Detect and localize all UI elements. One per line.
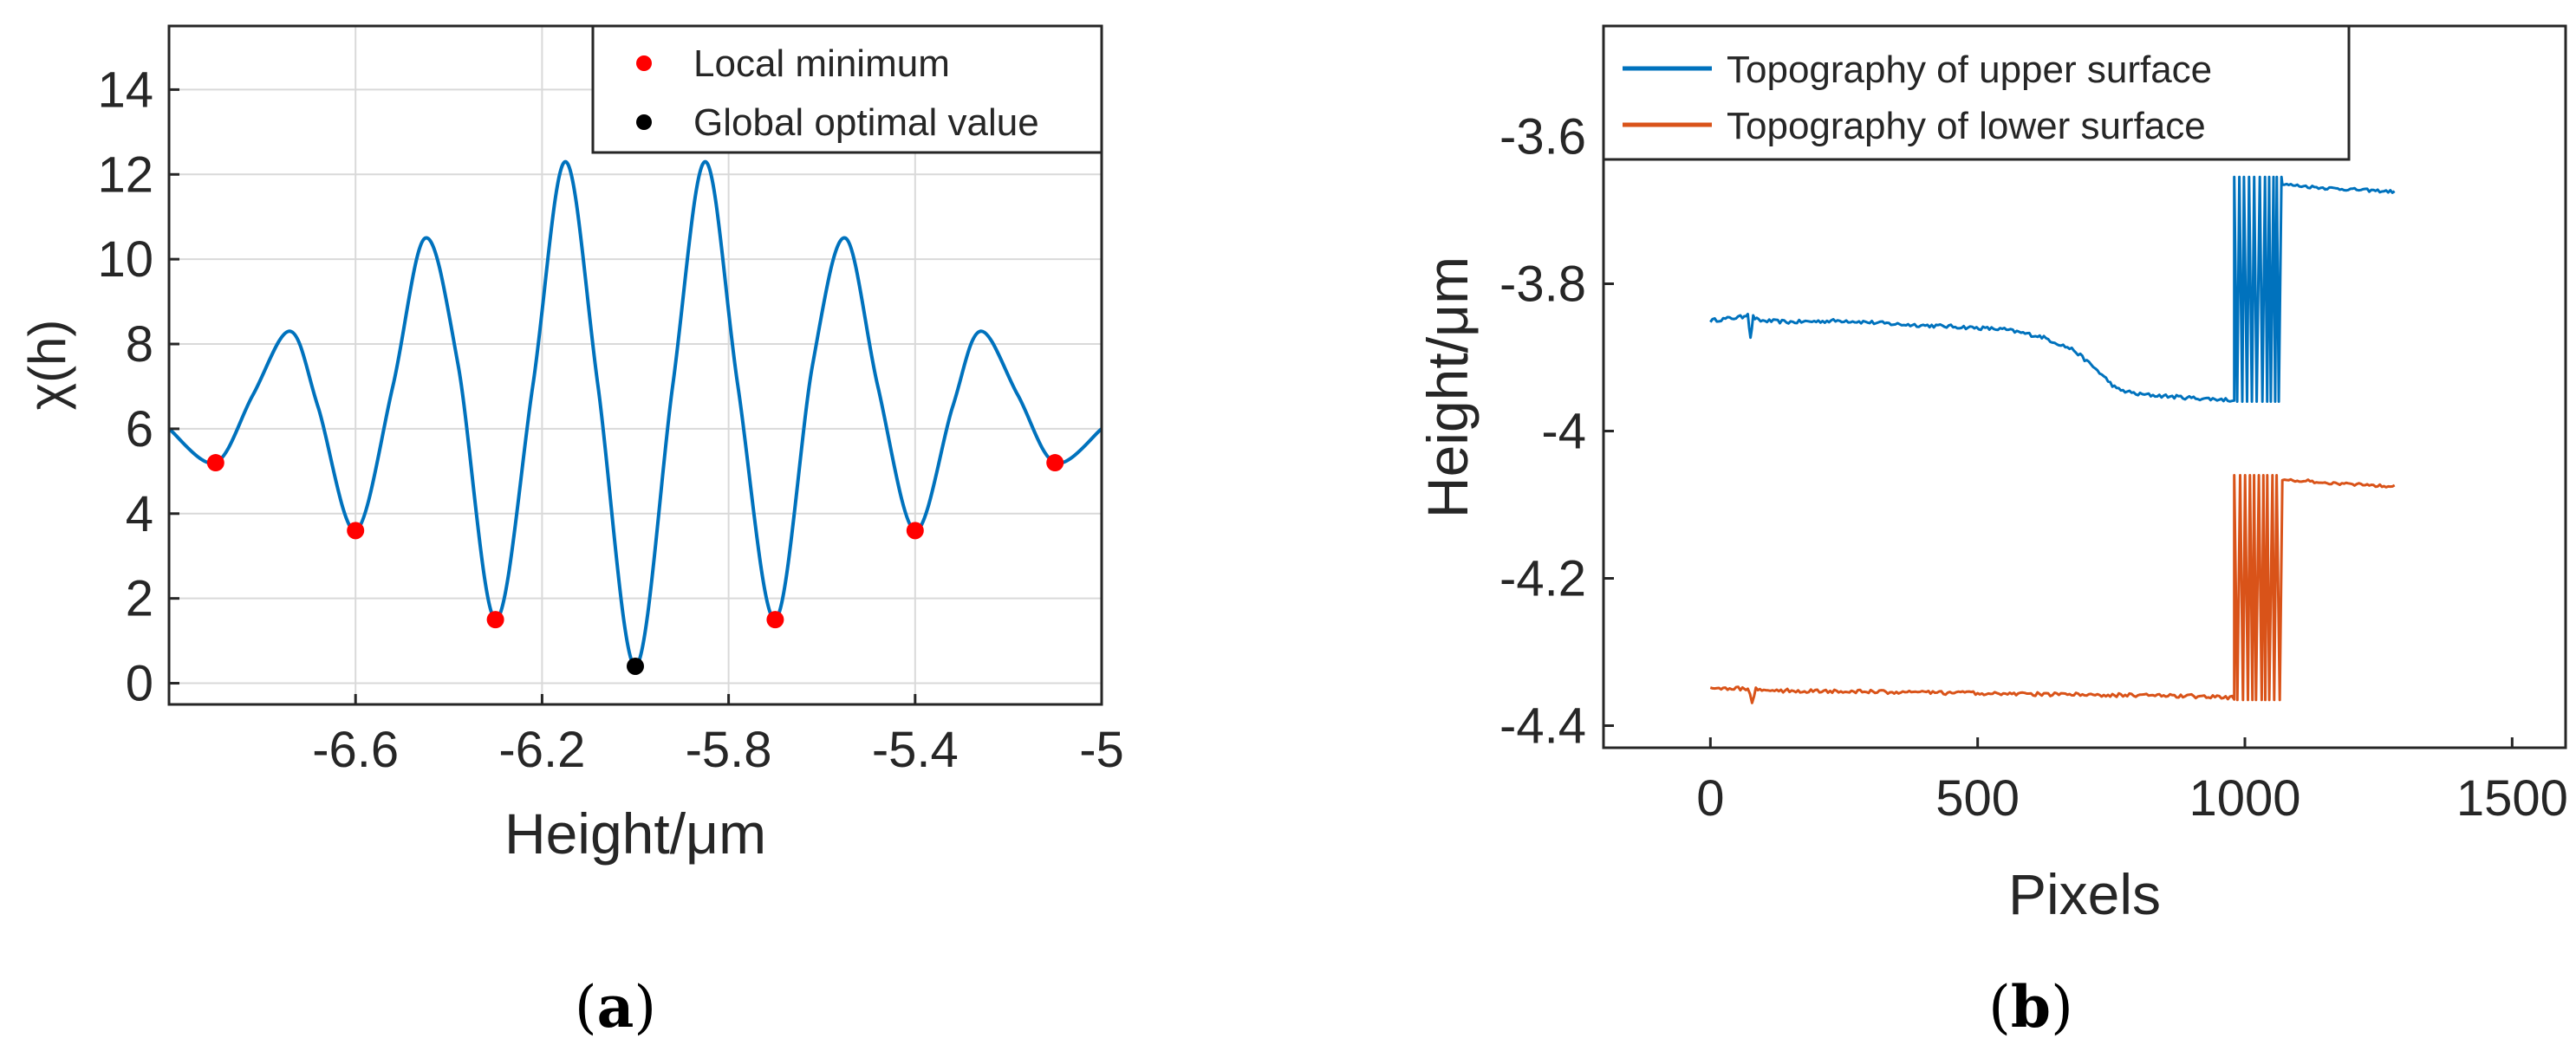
panel-label-b: (b) — [1988, 973, 2073, 1041]
panel-label-a-letter: a — [597, 973, 634, 1041]
chart-a-xtick-label: -6.2 — [498, 722, 585, 778]
chart-a-xtick-label: -5.4 — [872, 722, 959, 778]
chart-a-ytick-label: 10 — [97, 231, 153, 288]
chart-a-series — [167, 159, 1103, 675]
chart-b-legend: Topography of upper surface Topography o… — [1602, 24, 2351, 161]
legend-upper-surface-label: Topography of upper surface — [1727, 49, 2212, 91]
chart-a-ylabel: χ(h) — [18, 320, 76, 411]
chart-b-ytick-label: -3.8 — [1499, 256, 1586, 313]
panel-label-b-text: (b) — [1988, 973, 2073, 1041]
local-minimum-point — [347, 522, 365, 540]
chart-a-xlabel: Height/μm — [504, 801, 766, 866]
chart-a-xtick-label: -5.8 — [686, 722, 772, 778]
chart-a-ytick-label: 4 — [126, 486, 153, 542]
chart-b-xtick-label: 1000 — [2189, 770, 2300, 827]
chart-a-legend-box — [591, 24, 1103, 154]
legend-local-minimum-marker — [636, 55, 652, 71]
legend-lower-surface-label: Topography of lower surface — [1727, 105, 2206, 147]
chart-b-ytick-label: -4 — [1541, 404, 1586, 460]
local-minimum-point — [486, 611, 504, 629]
panel-label-a: (a) — [575, 973, 656, 1041]
chart-a-xtick-label: -5 — [1079, 722, 1124, 778]
chart-b-xtick-label: 500 — [1935, 770, 2020, 827]
chart-a-legend: Local minimum Global optimal value — [591, 24, 1103, 154]
chart-b-ytick-label: -4.4 — [1499, 698, 1586, 755]
panel-label-b-letter: b — [2011, 973, 2051, 1041]
chart-b-series — [1709, 175, 2396, 704]
chart-a-ytick-label: 6 — [126, 401, 153, 457]
chart-b-xlabel: Pixels — [2008, 862, 2161, 926]
chart-b-ticks: 0 500 1000 1500 -4.4 -4.2 -4 -3.8 -3.6 — [1499, 109, 2568, 827]
local-minimum-point — [1046, 454, 1064, 472]
legend-global-optimal-label: Global optimal value — [693, 101, 1039, 144]
chart-b-xtick-label: 1500 — [2456, 770, 2568, 827]
legend-local-minimum-label: Local minimum — [693, 42, 950, 85]
chart-a-ticks: -6.6 -6.2 -5.8 -5.4 -5 0 2 4 6 8 10 12 14 — [97, 62, 1123, 778]
chart-a-ytick-label: 0 — [126, 656, 153, 712]
chart-a-xtick-label: -6.6 — [312, 722, 399, 778]
chart-b-xtick-label: 0 — [1696, 770, 1724, 827]
local-minimum-point — [206, 454, 224, 472]
chart-b: 0 500 1000 1500 -4.4 -4.2 -4 -3.8 -3.6 Pixels He… — [1415, 24, 2568, 1041]
chart-a-ytick-label: 2 — [126, 571, 153, 627]
global-optimal-point — [627, 657, 644, 675]
local-minimum-point — [906, 522, 924, 540]
upper-surface-line — [1709, 175, 2396, 403]
local-minimum-point — [766, 611, 784, 629]
chart-b-ytick-label: -4.2 — [1499, 551, 1586, 607]
chart-b-legend-box — [1602, 24, 2351, 161]
chart-b-ytick-label: -3.6 — [1499, 109, 1586, 165]
chart-a-ytick-label: 12 — [97, 146, 153, 203]
chart-b-ylabel: Height/μm — [1415, 256, 1480, 518]
legend-global-optimal-marker — [636, 114, 652, 130]
panel-label-a-text: (a) — [575, 973, 656, 1041]
lower-surface-line — [1709, 474, 2396, 704]
chart-a-ytick-label: 8 — [126, 316, 153, 373]
chart-a-ytick-label: 14 — [97, 62, 153, 118]
